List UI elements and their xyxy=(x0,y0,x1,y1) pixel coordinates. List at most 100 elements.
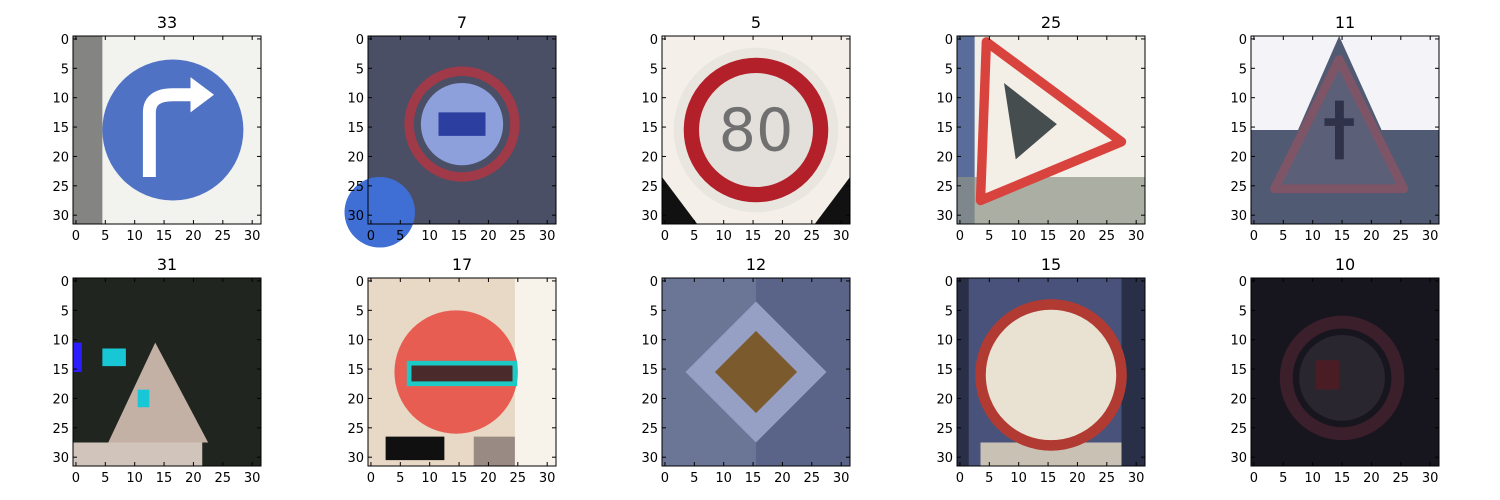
truck-symbol xyxy=(1315,360,1340,390)
y-tick-label: 30 xyxy=(52,209,69,224)
x-tick-label: 25 xyxy=(1099,229,1116,244)
y-tick-label: 30 xyxy=(936,451,953,466)
y-tick-label: 15 xyxy=(347,121,364,136)
sign-shape xyxy=(1279,315,1405,441)
y-tick-label: 10 xyxy=(1230,92,1247,107)
y-tick-label: 0 xyxy=(356,33,364,48)
x-tick-label: 10 xyxy=(1010,229,1027,244)
sign-image xyxy=(73,36,261,224)
y-tick-label: 15 xyxy=(936,121,953,136)
y-tick-label: 5 xyxy=(1239,304,1247,319)
sign-image xyxy=(1251,278,1439,466)
x-tick-label: 30 xyxy=(833,229,850,244)
y-tick-label: 30 xyxy=(936,209,953,224)
y-tick-label: 20 xyxy=(347,392,364,407)
panel-title: 12 xyxy=(745,255,767,274)
sign-image xyxy=(957,36,1145,224)
y-tick-label: 20 xyxy=(936,392,953,407)
x-tick-label: 0 xyxy=(367,229,375,244)
axes-frame xyxy=(367,35,557,225)
sign-shape xyxy=(683,57,829,203)
y-tick-label: 0 xyxy=(356,275,364,290)
y-tick-label: 10 xyxy=(347,92,364,107)
x-tick-label: 30 xyxy=(1422,471,1439,486)
x-tick-label: 20 xyxy=(1069,229,1086,244)
x-tick-label: 5 xyxy=(1279,471,1287,486)
x-tick-label: 15 xyxy=(1334,471,1351,486)
x-tick-label: 10 xyxy=(421,229,438,244)
sign-image xyxy=(662,278,850,466)
y-tick-label: 20 xyxy=(641,150,658,165)
y-tick-label: 15 xyxy=(1230,363,1247,378)
panel-title: 17 xyxy=(451,255,473,274)
y-tick-label: 0 xyxy=(1239,33,1247,48)
y-tick-label: 0 xyxy=(61,33,69,48)
axes-frame xyxy=(1250,277,1440,467)
x-tick-label: 20 xyxy=(1069,471,1086,486)
y-tick-label: 0 xyxy=(1239,275,1247,290)
x-tick-label: 10 xyxy=(126,229,143,244)
x-tick-label: 20 xyxy=(185,229,202,244)
y-tick-label: 20 xyxy=(641,392,658,407)
y-tick-label: 5 xyxy=(356,304,364,319)
x-tick-label: 30 xyxy=(1422,229,1439,244)
y-tick-label: 5 xyxy=(945,62,953,77)
y-tick-label: 25 xyxy=(936,422,953,437)
y-tick-label: 0 xyxy=(945,275,953,290)
panel-title: 15 xyxy=(1040,255,1062,274)
y-tick-label: 30 xyxy=(347,209,364,224)
y-tick-label: 20 xyxy=(1230,392,1247,407)
x-tick-label: 0 xyxy=(661,229,669,244)
y-tick-label: 0 xyxy=(650,275,658,290)
x-tick-label: 20 xyxy=(774,229,791,244)
axes-frame xyxy=(367,277,557,467)
y-tick-label: 30 xyxy=(1230,209,1247,224)
y-tick-label: 5 xyxy=(61,304,69,319)
panel-title: 11 xyxy=(1334,13,1356,32)
x-tick-label: 30 xyxy=(1128,229,1145,244)
y-tick-label: 10 xyxy=(641,334,658,349)
y-tick-label: 5 xyxy=(650,62,658,77)
y-tick-label: 20 xyxy=(1230,150,1247,165)
y-tick-label: 5 xyxy=(61,62,69,77)
y-tick-label: 5 xyxy=(650,304,658,319)
y-tick-label: 15 xyxy=(641,121,658,136)
x-tick-label: 15 xyxy=(745,471,762,486)
x-tick-label: 25 xyxy=(804,471,821,486)
y-tick-label: 30 xyxy=(641,209,658,224)
x-tick-label: 15 xyxy=(1040,471,1057,486)
y-tick-label: 10 xyxy=(936,334,953,349)
x-tick-label: 25 xyxy=(215,229,232,244)
y-tick-label: 10 xyxy=(641,92,658,107)
sign-shape xyxy=(975,299,1127,451)
x-tick-label: 30 xyxy=(539,471,556,486)
x-tick-label: 0 xyxy=(956,471,964,486)
sign-shape xyxy=(108,342,209,443)
bar-symbol xyxy=(406,360,518,387)
x-tick-label: 15 xyxy=(451,229,468,244)
axes-frame xyxy=(661,277,851,467)
x-tick-label: 15 xyxy=(156,471,173,486)
panel-title: 10 xyxy=(1334,255,1356,274)
x-tick-label: 10 xyxy=(1304,229,1321,244)
x-tick-label: 15 xyxy=(1040,229,1057,244)
x-tick-label: 25 xyxy=(215,471,232,486)
x-tick-label: 25 xyxy=(1393,471,1410,486)
y-tick-label: 5 xyxy=(945,304,953,319)
x-tick-label: 20 xyxy=(185,471,202,486)
sign-image xyxy=(957,278,1145,466)
x-tick-label: 15 xyxy=(451,471,468,486)
panel-title: 25 xyxy=(1040,13,1062,32)
y-tick-label: 25 xyxy=(1230,180,1247,195)
y-tick-label: 15 xyxy=(936,363,953,378)
y-tick-label: 15 xyxy=(347,363,364,378)
sign-image: 80 xyxy=(662,36,850,224)
x-tick-label: 30 xyxy=(1128,471,1145,486)
